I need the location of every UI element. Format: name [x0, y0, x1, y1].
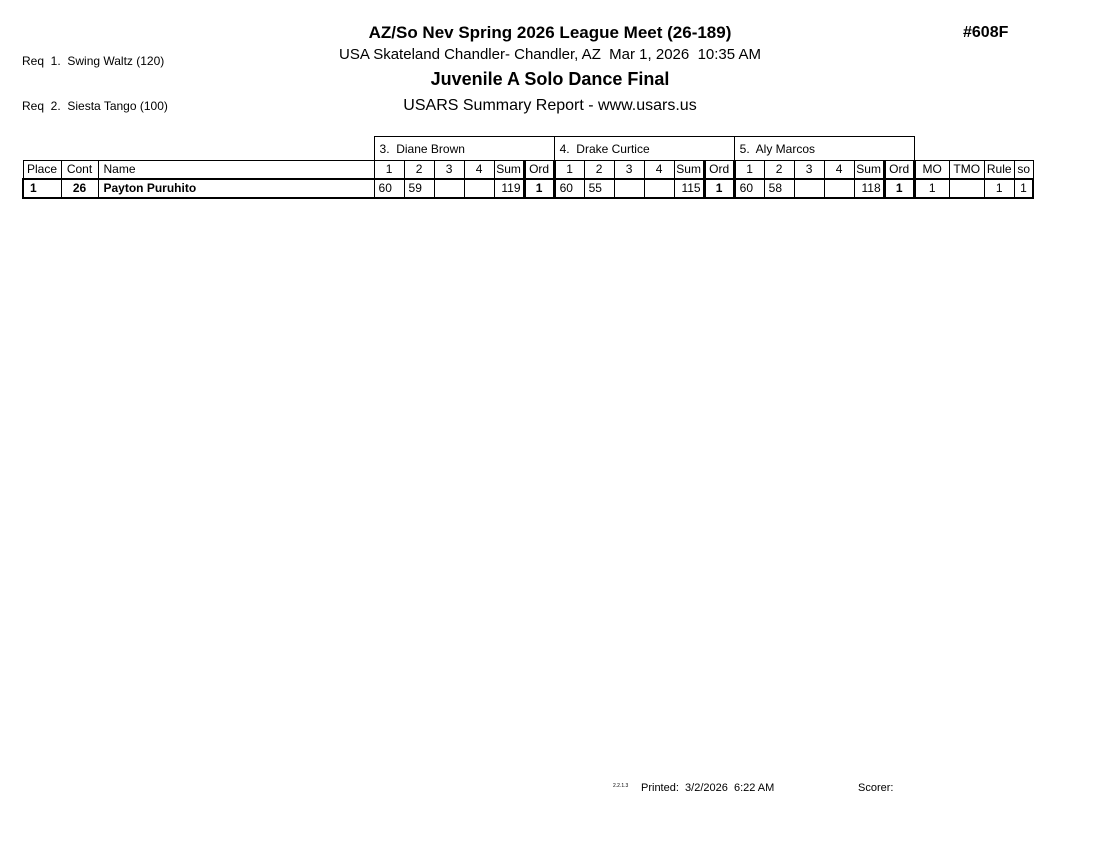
column-header-trial4: 4	[463, 160, 495, 179]
result-row: 1 26 Payton Puruhito 60 59 119 1 60 55 1…	[22, 177, 1035, 199]
judge3-trial1-cell: 60	[373, 177, 405, 199]
column-header-trial1: 1	[733, 160, 765, 179]
judge4-trial3-cell	[613, 177, 645, 199]
column-header-trial4: 4	[823, 160, 855, 179]
place-cell: 1	[22, 177, 62, 199]
column-header-trial1: 1	[553, 160, 585, 179]
requirements-block: Req 1. Swing Waltz (120) Req 2. Siesta T…	[22, 24, 168, 129]
column-header-sum: Sum	[673, 160, 705, 179]
judge4-trial2-cell: 55	[583, 177, 615, 199]
requirement-line-1: Req 1. Swing Waltz (120)	[22, 54, 165, 68]
judge3-sum-cell: 119	[493, 177, 525, 199]
judge4-sum-cell: 115	[673, 177, 705, 199]
column-header-trial2: 2	[763, 160, 795, 179]
judge-row-spacer-left	[23, 137, 374, 161]
judge5-sum-cell: 118	[853, 177, 885, 199]
results-table-container: 3. Diane Brown 4. Drake Curtice 5. Aly M…	[22, 136, 1035, 199]
column-header-so: so	[1013, 160, 1034, 179]
judge3-trial4-cell	[463, 177, 495, 199]
venue-date-line: USA Skateland Chandler- Chandler, AZ Mar…	[339, 46, 761, 63]
column-header-cont: Cont	[60, 160, 99, 179]
column-header-trial4: 4	[643, 160, 675, 179]
event-title: Juvenile A Solo Dance Final	[430, 69, 670, 89]
event-number: #608F	[963, 24, 1009, 41]
judge4-ord-cell: 1	[702, 177, 736, 199]
column-header-name: Name	[97, 160, 375, 179]
printed-timestamp: Printed: 3/2/2026 6:22 AM	[641, 782, 775, 794]
scorer-label: Scorer:	[858, 782, 894, 794]
tmo-cell	[948, 177, 985, 199]
column-header-sum: Sum	[493, 160, 525, 179]
column-header-ord: Ord	[882, 160, 916, 179]
judge3-ord-cell: 1	[522, 177, 556, 199]
column-header-trial2: 2	[583, 160, 615, 179]
column-header-trial2: 2	[403, 160, 435, 179]
judge-header-row: 3. Diane Brown 4. Drake Curtice 5. Aly M…	[23, 136, 1033, 161]
column-header-mo: MO	[913, 160, 950, 179]
judge-row-spacer-right	[914, 137, 1033, 161]
rule-cell: 1	[983, 177, 1015, 199]
column-header-trial3: 3	[793, 160, 825, 179]
report-header: AZ/So Nev Spring 2026 League Meet (26-18…	[0, 22, 1100, 116]
judge5-trial4-cell	[823, 177, 855, 199]
column-header-row: Place Cont Name 1 2 3 4 Sum Ord 1 2 3 4 …	[22, 160, 1034, 179]
so-cell: 1	[1013, 177, 1035, 199]
judge-header-5: 5. Aly Marcos	[733, 136, 915, 161]
cont-cell: 26	[60, 177, 99, 199]
judge4-trial4-cell	[643, 177, 675, 199]
judge5-ord-cell: 1	[882, 177, 916, 199]
judge3-trial3-cell	[433, 177, 465, 199]
column-header-trial3: 3	[433, 160, 465, 179]
column-header-place: Place	[22, 160, 62, 179]
requirement-line-2: Req 2. Siesta Tango (100)	[22, 99, 168, 113]
meet-title: AZ/So Nev Spring 2026 League Meet (26-18…	[368, 23, 732, 42]
judge5-trial2-cell: 58	[763, 177, 795, 199]
column-header-rule: Rule	[983, 160, 1015, 179]
column-header-ord: Ord	[702, 160, 736, 179]
judge-header-3: 3. Diane Brown	[373, 136, 555, 161]
column-header-tmo: TMO	[948, 160, 985, 179]
column-header-trial1: 1	[373, 160, 405, 179]
judge4-trial1-cell: 60	[553, 177, 585, 199]
column-header-sum: Sum	[853, 160, 885, 179]
report-version: 2.2.1.3	[613, 783, 629, 789]
column-header-ord: Ord	[522, 160, 556, 179]
judge5-trial1-cell: 60	[733, 177, 765, 199]
mo-cell: 1	[913, 177, 950, 199]
report-title: USARS Summary Report - www.usars.us	[403, 97, 697, 114]
skater-name-cell: Payton Puruhito	[97, 177, 375, 199]
judge-header-4: 4. Drake Curtice	[553, 136, 735, 161]
results-table: 3. Diane Brown 4. Drake Curtice 5. Aly M…	[22, 136, 1035, 199]
judge3-trial2-cell: 59	[403, 177, 435, 199]
judge5-trial3-cell	[793, 177, 825, 199]
column-header-trial3: 3	[613, 160, 645, 179]
